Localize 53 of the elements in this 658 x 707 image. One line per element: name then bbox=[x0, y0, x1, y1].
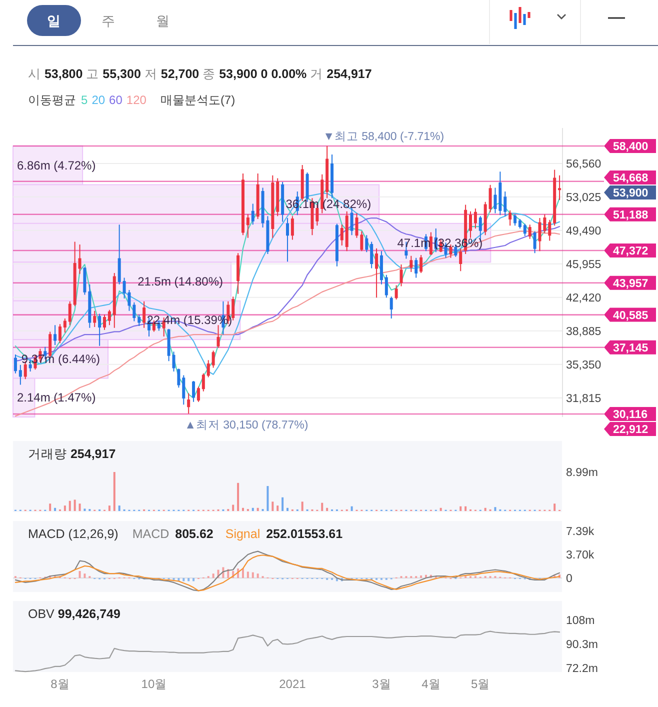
text: 22,912 bbox=[613, 424, 648, 436]
text: 20 bbox=[92, 93, 106, 107]
y-tick-label: 56,560 bbox=[566, 158, 602, 170]
annotation: 553.61 bbox=[304, 527, 343, 541]
ref-line-label: 37,145 bbox=[613, 342, 649, 354]
ref-line-label: 30,116 bbox=[613, 409, 648, 422]
text: 5 bbox=[81, 93, 88, 107]
text: 주 bbox=[102, 14, 116, 28]
ref-line-label: 58,400 bbox=[613, 141, 648, 154]
text: OBV 99,426,749 bbox=[28, 607, 120, 621]
text: 일 bbox=[47, 14, 61, 28]
annotation: ▼최고 58,400 (-7.71%) bbox=[323, 131, 444, 144]
chart-title: 거래량 254,917 bbox=[28, 447, 116, 461]
y-tick-label: 3.70k bbox=[566, 550, 594, 562]
text: MACD bbox=[132, 527, 170, 541]
y-tick-label: 31,815 bbox=[566, 392, 602, 405]
text: 8.99m bbox=[566, 467, 598, 479]
y-tick-label: 0 bbox=[566, 573, 572, 586]
y-tick-label: 7.39k bbox=[566, 526, 594, 538]
x-tick-label: 3월 bbox=[372, 677, 391, 691]
text: 월 bbox=[156, 14, 170, 28]
text: 53,900 bbox=[613, 188, 648, 200]
y-tick-label: 45,955 bbox=[566, 258, 602, 271]
x-tick-label: 8월 bbox=[50, 677, 70, 691]
y-tick-label: 108m bbox=[566, 615, 595, 628]
y-tick-label: 35,350 bbox=[566, 359, 602, 372]
x-tick-label: 2021 bbox=[279, 677, 306, 691]
y-tick-label: 49,490 bbox=[566, 225, 602, 238]
data-label: 2.14m (1.47%) bbox=[17, 390, 96, 405]
x-tick-label: 10월 bbox=[141, 677, 167, 691]
text: MACD (12,26,9) bbox=[28, 527, 118, 541]
text: 120 bbox=[126, 93, 147, 107]
annotation: ▲최저 30,150 (78.77%) bbox=[184, 420, 308, 432]
text: 60 bbox=[109, 93, 123, 107]
ref-line-label: 47,372 bbox=[613, 246, 648, 258]
data-label: 6.86m (4.72%) bbox=[17, 158, 96, 172]
ref-line-label: 40,585 bbox=[613, 310, 649, 322]
y-tick-label: 42,420 bbox=[566, 292, 602, 304]
y-tick-label: 72.2m bbox=[566, 663, 598, 676]
y-tick-label: 38,885 bbox=[566, 326, 602, 338]
ref-line-label: 43,957 bbox=[613, 278, 648, 290]
y-tick-label: 90.3m bbox=[566, 639, 598, 652]
x-tick-label: 4월 bbox=[422, 677, 440, 691]
y-tick-label: 53,025 bbox=[566, 192, 602, 204]
annotation: 252.01 bbox=[266, 527, 304, 541]
annotation: 805.62 bbox=[175, 527, 214, 541]
ref-line-label: 54,668 bbox=[613, 172, 649, 185]
series-label: Signal bbox=[225, 527, 260, 541]
legend-title: 이동평균 bbox=[28, 93, 76, 107]
chart-title: 시 53,800 고 55,300 저 52,700 종 53,900 0 0.00% 거 254,917 bbox=[28, 67, 372, 81]
chart-title: 매물분석도(7) bbox=[160, 93, 236, 107]
ref-line-label: 51,188 bbox=[613, 209, 649, 222]
x-tick-label: 5월 bbox=[471, 677, 490, 691]
